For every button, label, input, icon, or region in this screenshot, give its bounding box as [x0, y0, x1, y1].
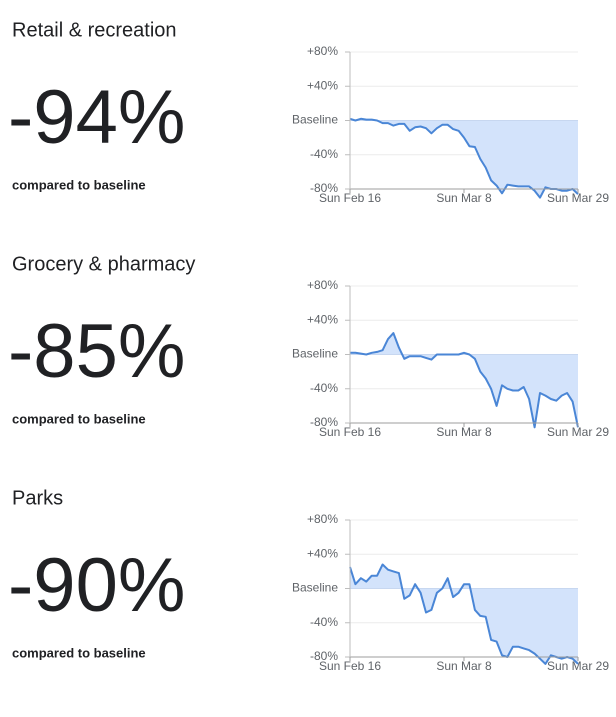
area — [350, 118, 578, 198]
x-tick-label: Sun Mar 8 — [436, 659, 492, 673]
headline-value: -90% — [8, 543, 185, 628]
y-tick-label: +80% — [307, 44, 338, 58]
y-tick-label: -40% — [310, 615, 338, 629]
section-title: Retail & recreation — [12, 19, 177, 41]
x-tick-label: Sun Mar 29 — [547, 191, 609, 205]
x-tick-label: Sun Mar 8 — [436, 425, 492, 439]
y-tick-label: +40% — [307, 78, 338, 92]
caption: compared to baseline — [12, 645, 146, 660]
y-tick-label: Baseline — [292, 347, 338, 361]
caption: compared to baseline — [12, 177, 146, 192]
x-tick-label: Sun Feb 16 — [319, 191, 381, 205]
line — [349, 117, 579, 199]
section-title: Parks — [12, 487, 63, 509]
line — [350, 332, 579, 429]
area — [350, 564, 578, 664]
y-tick-label: -40% — [310, 147, 338, 161]
y-tick-label: -80% — [310, 649, 338, 663]
y-tick-label: +40% — [307, 546, 338, 560]
x-tick-label: Sun Mar 8 — [436, 191, 492, 205]
x-tick-label: Sun Mar 29 — [547, 425, 609, 439]
caption: compared to baseline — [12, 411, 146, 426]
y-tick-label: +40% — [307, 312, 338, 326]
line — [349, 563, 579, 665]
x-tick-label: Sun Feb 16 — [319, 659, 381, 673]
y-tick-label: -80% — [310, 415, 338, 429]
y-tick-label: -40% — [310, 381, 338, 395]
y-tick-label: Baseline — [292, 113, 338, 127]
section-title: Grocery & pharmacy — [12, 253, 195, 275]
x-tick-label: Sun Feb 16 — [319, 425, 381, 439]
headline-value: -85% — [8, 309, 185, 394]
y-tick-label: Baseline — [292, 581, 338, 595]
y-tick-label: +80% — [307, 278, 338, 292]
x-tick-label: Sun Mar 29 — [547, 659, 609, 673]
headline-value: -94% — [8, 75, 185, 160]
y-tick-label: -80% — [310, 181, 338, 195]
y-tick-label: +80% — [307, 512, 338, 526]
